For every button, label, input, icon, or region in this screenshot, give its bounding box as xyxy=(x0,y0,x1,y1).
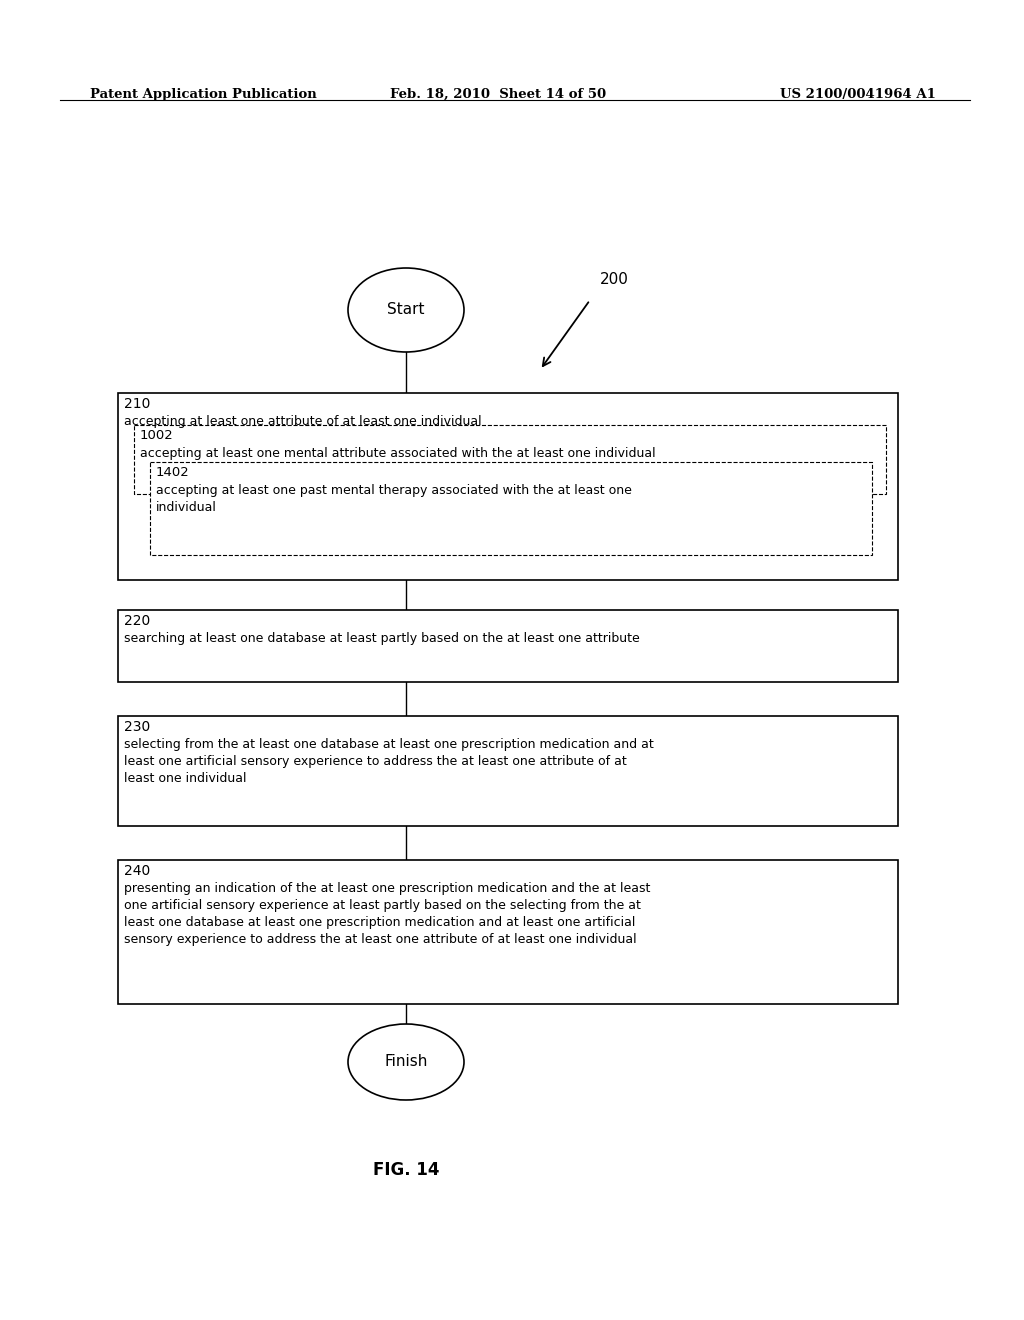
Text: selecting from the at least one database at least one prescription medication an: selecting from the at least one database… xyxy=(124,738,653,785)
Text: FIG. 14: FIG. 14 xyxy=(373,1162,439,1179)
Text: Feb. 18, 2010  Sheet 14 of 50: Feb. 18, 2010 Sheet 14 of 50 xyxy=(390,88,606,102)
Bar xyxy=(118,393,898,579)
Text: Start: Start xyxy=(387,302,425,318)
Bar xyxy=(118,715,898,826)
Text: presenting an indication of the at least one prescription medication and the at : presenting an indication of the at least… xyxy=(124,882,650,946)
Bar xyxy=(150,462,872,554)
Bar xyxy=(134,425,886,494)
Bar xyxy=(118,861,898,1005)
Text: Patent Application Publication: Patent Application Publication xyxy=(90,88,316,102)
Text: 240: 240 xyxy=(124,865,151,878)
Text: accepting at least one attribute of at least one individual: accepting at least one attribute of at l… xyxy=(124,414,481,428)
Text: 210: 210 xyxy=(124,397,151,411)
Text: accepting at least one mental attribute associated with the at least one individ: accepting at least one mental attribute … xyxy=(140,447,655,459)
Ellipse shape xyxy=(348,1024,464,1100)
Text: US 2100/0041964 A1: US 2100/0041964 A1 xyxy=(780,88,936,102)
Text: accepting at least one past mental therapy associated with the at least one
indi: accepting at least one past mental thera… xyxy=(156,484,632,513)
Bar xyxy=(118,610,898,682)
Text: 200: 200 xyxy=(600,272,629,288)
Text: searching at least one database at least partly based on the at least one attrib: searching at least one database at least… xyxy=(124,632,640,645)
Ellipse shape xyxy=(348,268,464,352)
Text: Finish: Finish xyxy=(384,1055,428,1069)
Text: 220: 220 xyxy=(124,614,151,628)
Text: 1002: 1002 xyxy=(140,429,174,442)
Text: 230: 230 xyxy=(124,719,151,734)
Text: 1402: 1402 xyxy=(156,466,189,479)
